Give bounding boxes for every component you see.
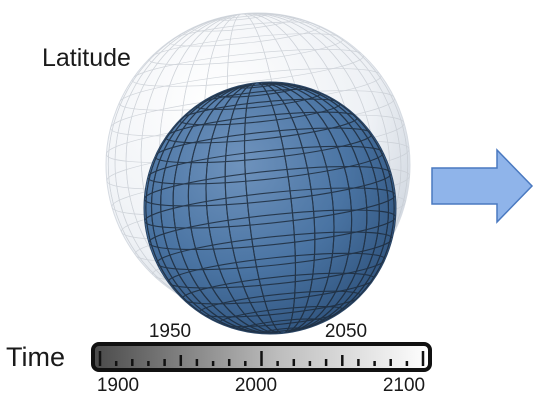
- parallel-line: [215, 13, 269, 21]
- right-arrow-icon: [431, 148, 534, 224]
- timeline-tick-label: 2050: [325, 321, 367, 342]
- timeline-tick-label: 2000: [235, 375, 277, 395]
- parallel-line: [131, 49, 364, 87]
- time-label: Time: [6, 342, 65, 372]
- timeline-tick-label: 1900: [97, 375, 139, 395]
- timeline-tick-label: 2100: [383, 375, 425, 395]
- latitude-label: Latitude: [42, 44, 131, 72]
- timeline-tick-label: 1950: [149, 321, 191, 342]
- parallel-line: [148, 33, 344, 66]
- timeline-bar: [91, 342, 432, 372]
- parallel-line: [191, 14, 296, 32]
- inner-sphere: [143, 81, 397, 335]
